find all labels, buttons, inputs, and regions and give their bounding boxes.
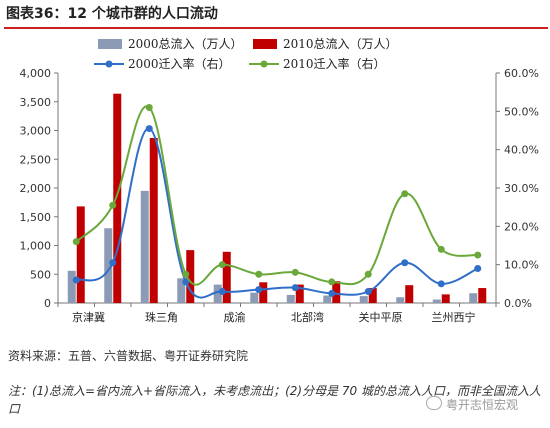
figure-title: 图表36：12 个城市群的人口流动 — [6, 6, 218, 22]
point-2010-rate — [474, 251, 482, 259]
y-right-tick-label: 0.0% — [504, 297, 532, 310]
y-left-tick-label: 4,000 — [20, 67, 52, 80]
line-2000-rate — [75, 127, 479, 299]
line-2010-rate — [75, 105, 478, 286]
point-2000-rate — [109, 259, 117, 267]
point-2000-rate — [72, 276, 80, 284]
x-category-label: 关中平原 — [359, 310, 403, 324]
point-2010-rate — [255, 270, 263, 278]
point-2000-rate — [437, 280, 445, 288]
bar-2010-inflow — [113, 93, 122, 303]
point-2010-rate — [182, 270, 190, 278]
bar-2010-inflow — [259, 282, 268, 303]
point-2000-rate — [474, 265, 482, 272]
bar-2000-inflow — [140, 190, 149, 303]
watermark: 粤开志恒宏观 — [446, 398, 519, 412]
point-2010-rate — [109, 201, 117, 209]
bar-2010-inflow — [405, 285, 414, 303]
y-right-tick-label: 40.0% — [504, 144, 539, 157]
y-left-tick-label: 2,500 — [20, 153, 52, 166]
point-2000-rate — [218, 288, 226, 295]
y-right-tick-label: 20.0% — [504, 220, 539, 233]
y-right-tick-label: 50.0% — [504, 105, 539, 118]
point-2000-rate — [182, 278, 190, 286]
bar-2000-inflow — [432, 299, 441, 303]
point-2000-rate — [255, 286, 263, 294]
legend-label: 2010总流入（万人） — [283, 37, 398, 51]
bar-2010-inflow — [149, 137, 158, 303]
bar-2000-inflow — [104, 228, 113, 303]
point-2010-rate — [364, 270, 372, 278]
bar-2000-inflow — [359, 296, 368, 303]
bar-2010-inflow — [368, 288, 377, 303]
legend-label: 2000总流入（万人） — [128, 37, 243, 51]
x-category-label: 京津冀 — [72, 310, 105, 324]
bar-2000-inflow — [286, 294, 295, 303]
y-left-tick-label: 2,000 — [20, 182, 52, 195]
y-left-tick-label: 1,500 — [20, 211, 52, 224]
combo-chart: 0 500 1,000 1,500 2,000 2,500 3,000 3,500 4,000 0… — [20, 37, 539, 324]
y-left-tick-label: 3,500 — [20, 96, 52, 109]
point-2000-rate — [328, 289, 336, 297]
point-2000-rate — [291, 284, 299, 292]
bar-2010-inflow — [478, 288, 487, 303]
bar-2000-inflow — [177, 278, 186, 303]
y-left-tick-label: 3,000 — [20, 125, 52, 138]
bar-2000-inflow — [67, 270, 76, 303]
source-note: 资料来源：五普、六普数据、粤开证券研究院 — [8, 349, 249, 363]
point-2010-rate — [72, 238, 80, 246]
x-category-label: 成渝 — [224, 310, 246, 324]
bar-2010-inflow — [76, 206, 85, 303]
x-category-label: 珠三角 — [145, 310, 178, 324]
point-2010-rate — [437, 245, 445, 253]
legend-swatch-marker — [105, 60, 113, 68]
point-2010-rate — [291, 268, 299, 276]
legend-label: 2010迁入率（右） — [283, 56, 386, 71]
point-2000-rate — [145, 125, 153, 133]
x-category-label: 北部湾 — [291, 310, 324, 324]
bar-2000-inflow — [250, 292, 259, 303]
wechat-icon — [426, 396, 442, 410]
point-2010-rate — [145, 104, 153, 111]
point-2000-rate — [401, 259, 409, 267]
x-category-label: 兰州西宁 — [432, 310, 476, 324]
y-right-tick-label: 10.0% — [504, 259, 539, 272]
legend-swatch-marker — [260, 60, 268, 68]
point-2010-rate — [328, 278, 336, 286]
bar-2000-inflow — [396, 297, 405, 303]
bar-2010-inflow — [441, 294, 450, 303]
bar-2010-inflow — [222, 251, 231, 303]
legend-swatch — [253, 39, 277, 49]
bar-2000-inflow — [213, 284, 222, 303]
y-left-tick-label: 500 — [30, 268, 51, 281]
y-right-tick-label: 60.0% — [504, 67, 539, 80]
legend-label: 2000迁入率（右） — [128, 56, 231, 71]
y-left-tick-label: 1,000 — [20, 240, 52, 253]
bar-2010-inflow — [332, 281, 341, 303]
title-rule — [4, 27, 548, 29]
bar-2000-inflow — [323, 295, 332, 303]
bar-2000-inflow — [469, 293, 478, 303]
footnote: 注：(1)总流入=省内流入+省际流入，未考虑流出；(2)分母是 70 城的总流入… — [8, 384, 542, 416]
legend-swatch — [98, 39, 122, 49]
point-2010-rate — [401, 190, 409, 198]
y-right-tick-label: 30.0% — [504, 182, 539, 195]
y-left-tick-label: 0 — [44, 297, 51, 310]
bar-2010-inflow — [186, 250, 195, 303]
point-2000-rate — [364, 288, 372, 295]
bar-2010-inflow — [295, 284, 304, 303]
point-2010-rate — [218, 261, 226, 269]
